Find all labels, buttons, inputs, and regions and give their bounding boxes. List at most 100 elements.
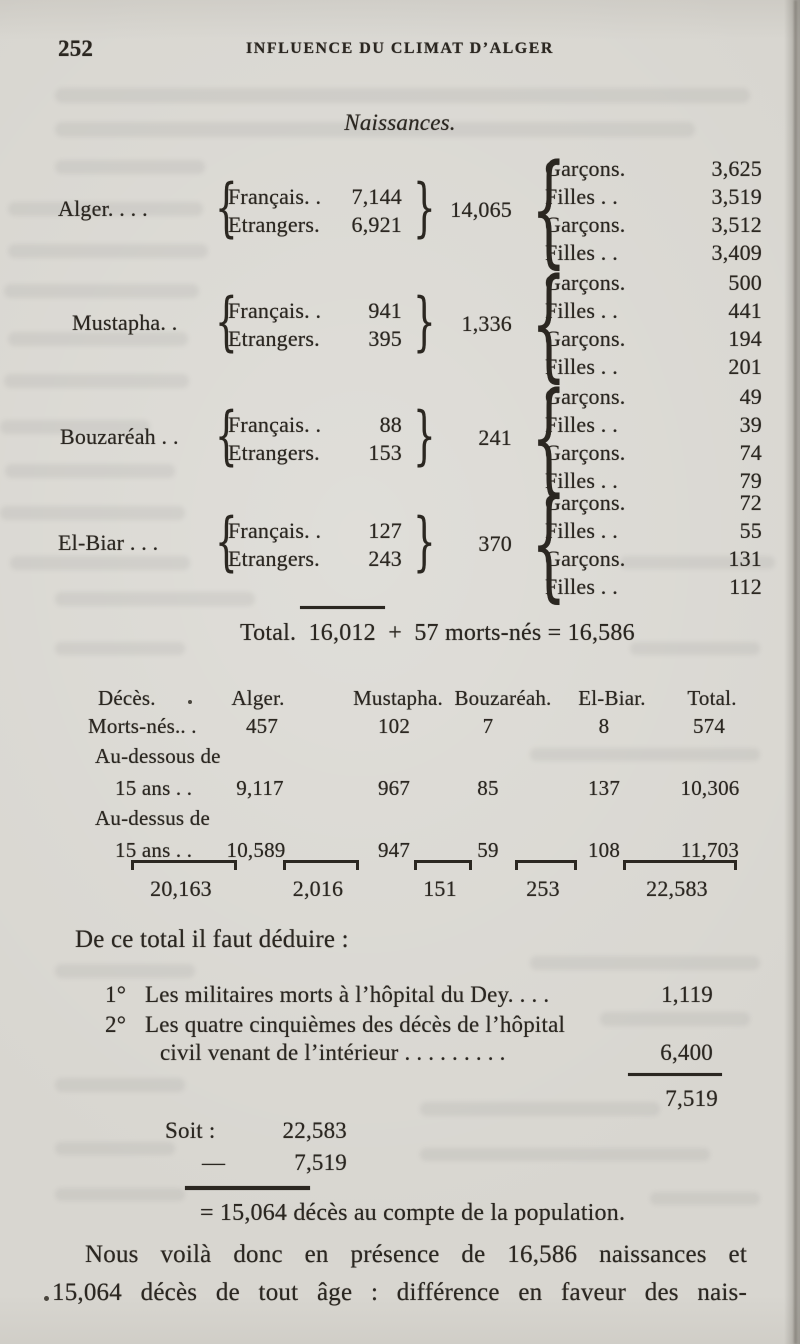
detail-value: 55 [739, 518, 762, 543]
left-brace-glyph: { [215, 505, 238, 579]
group-value: 153 [368, 440, 402, 465]
deaths-total: 20,163 [150, 876, 212, 901]
detail-label: Garçons. [545, 326, 626, 351]
ghost-line [4, 374, 189, 388]
deaths-cell: 947 [377, 838, 411, 862]
page-edge-shadow [784, 0, 800, 1344]
detail-label: Filles . . [545, 184, 618, 209]
group-label: Français. . [228, 298, 322, 323]
deaths-total: 22,583 [646, 876, 708, 901]
deaths-cell: 10,306 [680, 776, 740, 800]
deaths-header-label: Décès. [98, 686, 156, 710]
detail-label: Filles . . [545, 298, 618, 323]
item-text: civil venant de l’intérieur . . . . . . … [160, 1040, 506, 1065]
item-text: Les quatre cinquièmes des décès de l’hôp… [145, 1012, 566, 1037]
commune-label: El-Biar . . . [58, 530, 159, 555]
ghost-line [55, 964, 195, 978]
commune-label: Alger. . . . [58, 196, 148, 221]
subtotal-rule [628, 1073, 722, 1076]
deduction-intro: De ce total il faut déduire : [75, 926, 349, 953]
commune-total: 14,065 [450, 197, 512, 222]
ghost-line [600, 1012, 750, 1026]
plus-sign: + [388, 620, 402, 646]
detail-value: 3,625 [711, 156, 762, 181]
ghost-line [650, 1192, 760, 1205]
deaths-total: 151 [423, 876, 457, 901]
ghost-line [530, 748, 760, 761]
deaths-header-cell: El-Biar. [578, 686, 646, 710]
subtotal-value: 7,519 [665, 1086, 718, 1111]
ghost-line [55, 642, 185, 655]
ghost-line [55, 592, 255, 606]
deaths-cell: 9,117 [236, 776, 284, 800]
right-brace-glyph: } [413, 399, 436, 473]
group-value: 7,144 [351, 184, 402, 209]
ghost-line [55, 88, 750, 103]
right-brace-glyph: } [413, 505, 436, 579]
overline-rule [283, 860, 359, 870]
group-value: 395 [368, 326, 402, 351]
group-label: Français. . [228, 412, 322, 437]
grand-total: 16,586 [567, 620, 635, 646]
deaths-cell: 108 [587, 838, 621, 862]
ghost-line [630, 642, 760, 655]
page-edge-shadow [794, 0, 797, 1344]
detail-label: Garçons. [545, 156, 626, 181]
deaths-cell: 59 [477, 838, 499, 862]
group-label: Français. . [228, 518, 322, 543]
deaths-row-label: Morts-nés.. . [88, 714, 197, 738]
deaths-row-label: Au-dessus de [95, 806, 210, 830]
detail-label: Garçons. [545, 546, 626, 571]
ghost-line [0, 506, 185, 520]
group-label: Etrangers. [228, 546, 320, 571]
group-value: 127 [368, 518, 402, 543]
group-value: 941 [368, 298, 402, 323]
deaths-cell: 102 [377, 714, 411, 738]
detail-value: 194 [728, 326, 762, 351]
big-brace-glyph: { [531, 138, 567, 280]
commune-total: 370 [478, 531, 512, 556]
section-title-naissances: Naissances. [344, 110, 456, 135]
deaths-total: 253 [526, 876, 560, 901]
ink-speck [44, 1296, 49, 1301]
detail-value: 131 [728, 546, 762, 571]
deaths-cell: 10,589 [226, 838, 286, 862]
detail-value: 3,409 [711, 240, 762, 265]
ink-speck [188, 700, 192, 704]
paragraph-line: Nous voilà donc en présence de 16,586 na… [85, 1241, 747, 1268]
total-label: Total. [240, 620, 297, 646]
overline-rule [623, 860, 737, 870]
item-number: 1° [105, 982, 127, 1007]
ghost-line [5, 464, 175, 478]
soit-subtrahend: 7,519 [294, 1150, 347, 1175]
ghost-line [420, 1148, 710, 1161]
group-value: 6,921 [351, 212, 402, 237]
detail-value: 441 [728, 298, 762, 323]
deaths-row-label: Au-dessous de [95, 744, 221, 768]
detail-label: Garçons. [545, 212, 626, 237]
running-title: INFLUENCE DU CLIMAT D’ALGER [246, 40, 554, 57]
ghost-line [55, 1078, 185, 1092]
ghost-line [55, 160, 205, 174]
deaths-cell: 7 [482, 714, 494, 738]
left-brace-glyph: { [215, 171, 238, 245]
item-value: 6,400 [660, 1040, 713, 1065]
soit-minuend: 22,583 [282, 1118, 347, 1143]
page-number: 252 [58, 36, 94, 61]
ghost-line [55, 1142, 175, 1155]
big-brace-glyph: { [531, 472, 567, 614]
group-label: Etrangers. [228, 440, 320, 465]
detail-label: Filles . . [545, 518, 618, 543]
result-line: = 15,064 décès au compte de la populatio… [200, 1200, 626, 1226]
detail-label: Garçons. [545, 384, 626, 409]
detail-value: 74 [739, 440, 762, 465]
big-brace-glyph: { [531, 252, 567, 394]
deaths-row-label2: 15 ans . . [115, 838, 193, 862]
detail-value: 112 [729, 574, 762, 599]
overline-rule [414, 860, 472, 870]
deaths-header-cell: Bouzaréah. [454, 686, 552, 710]
detail-value: 3,512 [711, 212, 762, 237]
group-value: 88 [379, 412, 402, 437]
detail-label: Garçons. [545, 270, 626, 295]
